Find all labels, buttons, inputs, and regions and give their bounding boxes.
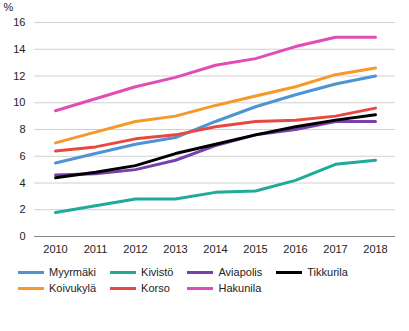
svg-text:0: 0 (19, 230, 25, 242)
svg-text:6: 6 (19, 150, 25, 162)
svg-text:2016: 2016 (283, 243, 307, 255)
svg-text:4: 4 (19, 177, 25, 189)
html-text:Korso: Korso (141, 282, 170, 294)
svg-text:12: 12 (13, 70, 25, 82)
html-text:Myyrmäki: Myyrmäki (49, 266, 97, 278)
html-text:Kivistö: Kivistö (141, 266, 174, 278)
svg-text:2013: 2013 (163, 243, 187, 255)
svg-text:2014: 2014 (203, 243, 227, 255)
svg-text:2010: 2010 (43, 243, 67, 255)
svg-text:10: 10 (13, 96, 25, 108)
svg-text:2018: 2018 (363, 243, 387, 255)
svg-text:2: 2 (19, 203, 25, 215)
html-text:Koivukylä: Koivukylä (49, 282, 97, 294)
svg-text:2011: 2011 (84, 243, 108, 255)
svg-text:8: 8 (19, 123, 25, 135)
html-text:Tikkurila: Tikkurila (307, 266, 348, 278)
html-text:Hakunila: Hakunila (218, 282, 262, 294)
svg-text:14: 14 (13, 43, 25, 55)
svg-text:%: % (4, 1, 14, 13)
svg-text:2017: 2017 (323, 243, 347, 255)
svg-text:2012: 2012 (123, 243, 147, 255)
svg-text:16: 16 (13, 16, 25, 28)
html-text:Aviapolis: Aviapolis (218, 266, 263, 278)
svg-text:2015: 2015 (243, 243, 267, 255)
